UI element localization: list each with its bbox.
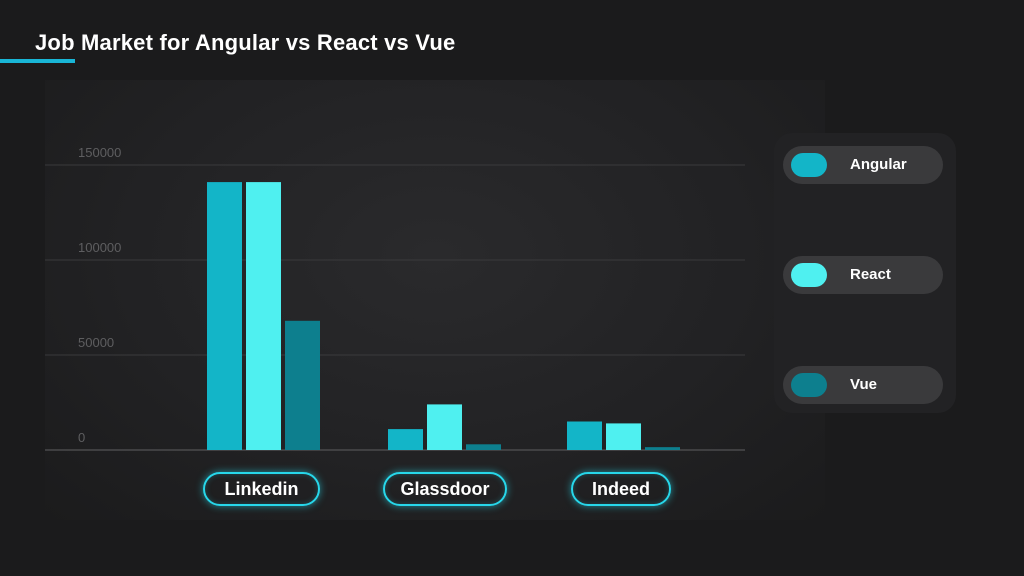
- category-label-linkedin: Linkedin: [203, 472, 320, 506]
- legend-swatch-angular: [791, 153, 827, 177]
- bar-vue-indeed: [645, 447, 680, 450]
- bar-react-glassdoor: [427, 404, 462, 450]
- bar-angular-linkedin: [207, 182, 242, 450]
- bar-react-indeed: [606, 423, 641, 450]
- bar-vue-glassdoor: [466, 444, 501, 450]
- legend-label-angular: Angular: [850, 156, 907, 173]
- legend-label-react: React: [850, 266, 891, 283]
- category-label-glassdoor: Glassdoor: [383, 472, 507, 506]
- legend-label-vue: Vue: [850, 376, 877, 393]
- y-tick-label: 0: [78, 430, 85, 445]
- legend-swatch-react: [791, 263, 827, 287]
- legend-item-react: React: [783, 256, 943, 294]
- legend-swatch-vue: [791, 373, 827, 397]
- title-accent-bar: [0, 59, 75, 63]
- y-tick-label: 100000: [78, 240, 121, 255]
- chart-title: Job Market for Angular vs React vs Vue: [35, 30, 456, 55]
- y-tick-label: 50000: [78, 335, 114, 350]
- bar-react-linkedin: [246, 182, 281, 450]
- legend-item-vue: Vue: [783, 366, 943, 404]
- y-tick-label: 150000: [78, 145, 121, 160]
- category-label-indeed: Indeed: [571, 472, 671, 506]
- bar-angular-glassdoor: [388, 429, 423, 450]
- legend-item-angular: Angular: [783, 146, 943, 184]
- bar-vue-linkedin: [285, 320, 320, 450]
- bar-angular-indeed: [567, 421, 602, 450]
